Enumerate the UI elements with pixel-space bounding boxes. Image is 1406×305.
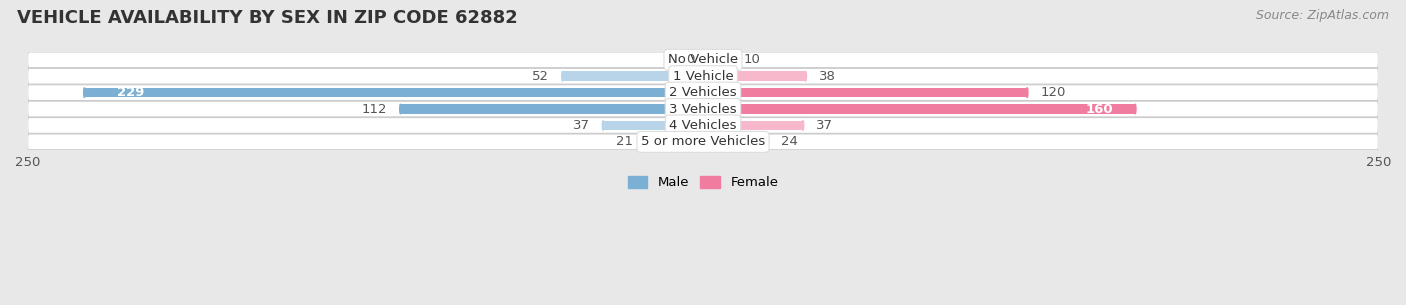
Text: 37: 37: [817, 119, 834, 132]
FancyBboxPatch shape: [28, 52, 1378, 68]
FancyBboxPatch shape: [28, 101, 1378, 117]
Circle shape: [562, 71, 564, 81]
Circle shape: [730, 55, 731, 65]
Text: 21: 21: [616, 135, 633, 148]
Bar: [603, 121, 703, 130]
Text: 2 Vehicles: 2 Vehicles: [669, 86, 737, 99]
Circle shape: [804, 71, 807, 81]
Text: 160: 160: [1085, 102, 1114, 116]
Text: 24: 24: [782, 135, 799, 148]
Bar: [603, 121, 703, 130]
Legend: Male, Female: Male, Female: [623, 171, 783, 195]
Bar: [703, 121, 803, 130]
Text: No Vehicle: No Vehicle: [668, 53, 738, 66]
Bar: [401, 104, 703, 114]
Text: 5 or more Vehicles: 5 or more Vehicles: [641, 135, 765, 148]
Text: 229: 229: [117, 86, 145, 99]
Text: 3 Vehicles: 3 Vehicles: [669, 102, 737, 116]
Text: 10: 10: [744, 53, 761, 66]
Circle shape: [83, 88, 86, 97]
Text: Source: ZipAtlas.com: Source: ZipAtlas.com: [1256, 9, 1389, 22]
Bar: [401, 104, 703, 114]
Text: 0: 0: [686, 53, 695, 66]
Circle shape: [645, 137, 647, 147]
Bar: [647, 137, 703, 147]
Text: 37: 37: [572, 119, 589, 132]
Bar: [647, 137, 703, 147]
FancyBboxPatch shape: [28, 85, 1378, 101]
Bar: [562, 71, 703, 81]
Bar: [703, 71, 806, 81]
Circle shape: [602, 121, 603, 130]
Text: 4 Vehicles: 4 Vehicles: [669, 119, 737, 132]
FancyBboxPatch shape: [28, 68, 1378, 84]
Bar: [84, 88, 703, 97]
Circle shape: [1026, 88, 1028, 97]
Bar: [562, 71, 703, 81]
Bar: [703, 88, 1028, 97]
FancyBboxPatch shape: [28, 134, 1378, 150]
FancyBboxPatch shape: [28, 118, 1378, 133]
Text: 38: 38: [820, 70, 837, 83]
Text: 120: 120: [1040, 86, 1066, 99]
Bar: [703, 55, 730, 65]
Circle shape: [399, 104, 401, 114]
Circle shape: [768, 137, 769, 147]
Bar: [703, 104, 1135, 114]
Circle shape: [1135, 104, 1136, 114]
Text: 112: 112: [361, 102, 387, 116]
Text: 52: 52: [531, 70, 548, 83]
Text: 1 Vehicle: 1 Vehicle: [672, 70, 734, 83]
Bar: [84, 88, 703, 97]
Circle shape: [803, 121, 804, 130]
Text: VEHICLE AVAILABILITY BY SEX IN ZIP CODE 62882: VEHICLE AVAILABILITY BY SEX IN ZIP CODE …: [17, 9, 517, 27]
Bar: [703, 137, 768, 147]
